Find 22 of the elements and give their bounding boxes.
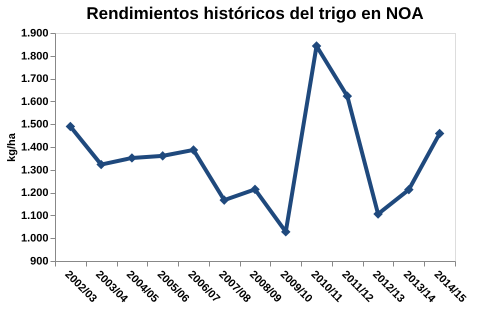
y-tick-label: 1.000 <box>20 232 48 245</box>
point <box>342 91 352 101</box>
chart-title: Rendimientos históricos del trigo en NOA <box>86 4 424 23</box>
y-tick-label: 1.300 <box>20 164 48 176</box>
point <box>188 145 198 155</box>
point <box>96 160 106 170</box>
y-tick-label: 1.800 <box>20 50 48 62</box>
point <box>219 195 229 205</box>
point <box>373 209 383 219</box>
y-tick-label: 1.200 <box>20 187 48 200</box>
y-tick-label: 1.100 <box>20 210 48 222</box>
y-tick-label: 1.600 <box>20 96 48 108</box>
y-tick-label: 1.900 <box>20 28 48 40</box>
point <box>404 184 414 194</box>
y-tick-label: 1.700 <box>20 73 48 86</box>
y-tick-label: 900 <box>30 256 48 268</box>
point <box>434 128 444 138</box>
y-tick-label: 1.500 <box>20 118 48 131</box>
y-axis-title: kg/ha <box>6 132 18 162</box>
point <box>66 122 76 132</box>
point <box>250 184 260 194</box>
y-tick-label: 1.400 <box>20 142 48 154</box>
